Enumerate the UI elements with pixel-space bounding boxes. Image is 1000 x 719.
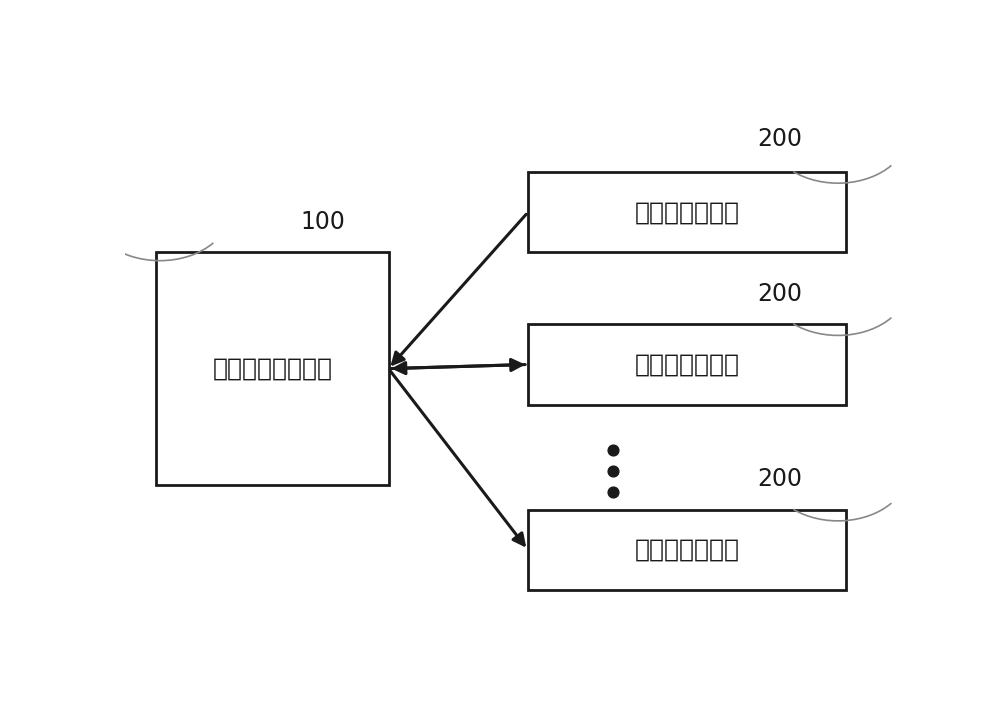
Text: 100: 100: [300, 210, 345, 234]
Bar: [528, 510, 846, 590]
Text: 200: 200: [757, 282, 802, 306]
Bar: [528, 172, 846, 252]
Text: 200: 200: [757, 127, 802, 151]
Text: 卫星地面接收站: 卫星地面接收站: [634, 352, 739, 377]
Text: 卫星地面接收站: 卫星地面接收站: [634, 538, 739, 562]
Point: [605, 444, 621, 456]
Bar: [156, 252, 388, 485]
Text: 卫星地面接收站: 卫星地面接收站: [634, 200, 739, 224]
Point: [605, 465, 621, 477]
Text: 200: 200: [757, 467, 802, 491]
Text: 水色参数反演设备: 水色参数反演设备: [212, 357, 332, 380]
Bar: [528, 324, 846, 405]
Point: [605, 486, 621, 498]
